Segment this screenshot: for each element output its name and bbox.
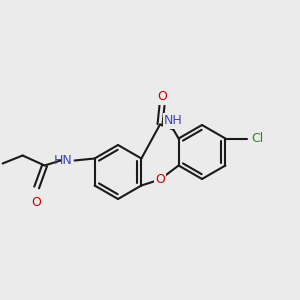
Text: Cl: Cl <box>251 132 264 145</box>
Text: O: O <box>157 91 167 103</box>
Text: HN: HN <box>54 154 73 167</box>
Text: O: O <box>32 196 42 208</box>
Text: NH: NH <box>164 115 183 128</box>
Text: O: O <box>155 173 165 186</box>
